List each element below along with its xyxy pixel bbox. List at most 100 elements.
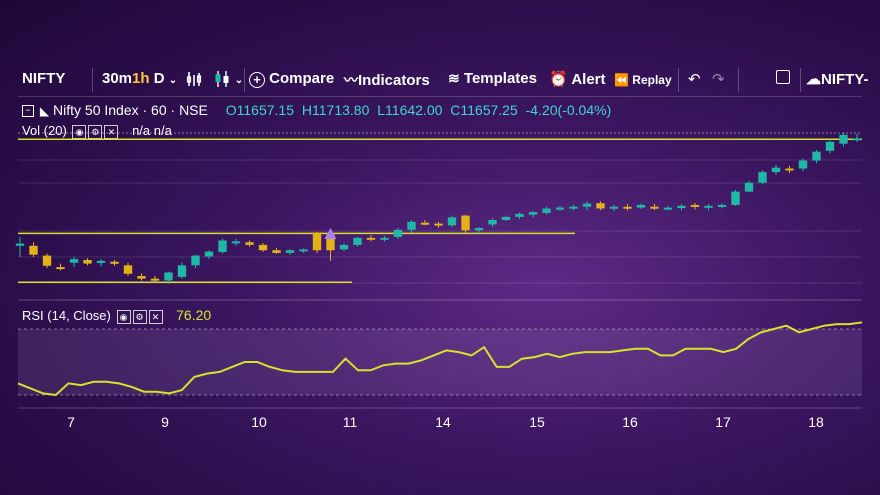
candle-body	[582, 203, 592, 207]
templates-button[interactable]: ≋ Templates	[448, 70, 537, 87]
candle-body	[69, 259, 79, 263]
candle-body	[569, 206, 578, 209]
compare-button[interactable]: + Compare	[249, 70, 334, 88]
divider	[738, 68, 739, 92]
candle-body	[461, 215, 470, 231]
symbol-button[interactable]: NIFTY	[22, 70, 66, 87]
volume-label: Vol (20)	[22, 123, 67, 138]
candle-body	[353, 237, 362, 245]
signal-marker	[324, 228, 337, 239]
candle-body	[299, 249, 308, 252]
candle-body	[609, 206, 619, 209]
toolbar-divider	[18, 96, 862, 97]
chevron-down-icon[interactable]: ⌄	[168, 75, 178, 86]
candle-body	[434, 223, 443, 226]
interval-d[interactable]: D	[153, 70, 165, 87]
candle-body	[150, 278, 160, 281]
replay-button[interactable]: ⏪ Replay	[614, 73, 672, 87]
replay-label: Replay	[632, 73, 672, 87]
x-axis-tick-label: 10	[251, 414, 267, 430]
close-icon[interactable]: ✕	[148, 309, 163, 324]
x-axis-tick-label: 7	[67, 414, 75, 430]
series-legend: − ◣ Nifty 50 Index · 60 · NSE O11657.15 …	[22, 102, 611, 118]
candle-body	[312, 232, 322, 251]
alert-button[interactable]: ⏰ Alert	[549, 70, 606, 88]
candle-body	[366, 237, 376, 240]
x-axis-tick-label: 15	[529, 414, 545, 430]
candle-body	[339, 244, 349, 250]
candle-body	[218, 240, 227, 253]
series-title: Nifty 50 Index · 60 · NSE	[53, 102, 208, 118]
gear-icon[interactable]: ⚙	[88, 124, 103, 139]
candle-body	[96, 260, 106, 263]
candle-body	[731, 191, 740, 205]
templates-icon: ≋	[448, 70, 460, 86]
interval-30m[interactable]: 30m	[102, 70, 133, 87]
rsi-value: 76.20	[176, 307, 212, 323]
candle-body	[812, 151, 821, 161]
bar-chart-icon[interactable]	[186, 70, 202, 88]
cloud-icon: ☁	[806, 71, 821, 88]
candle-body	[123, 265, 133, 274]
compare-label: Compare	[269, 70, 335, 87]
candle-body	[596, 203, 605, 209]
candle-body	[717, 204, 727, 207]
candle-body	[488, 220, 497, 225]
alert-label: Alert	[571, 71, 606, 88]
candle-body	[758, 172, 767, 183]
candle-body	[663, 207, 673, 210]
candle-body	[704, 205, 713, 208]
candle-body	[285, 250, 295, 253]
candle-body	[407, 221, 416, 230]
candle-body	[636, 204, 646, 208]
candle-body	[420, 222, 430, 225]
candle-body	[623, 206, 632, 209]
candle-body	[528, 212, 538, 215]
candle-body	[137, 276, 146, 279]
indicators-icon: 〰	[344, 72, 358, 88]
divider	[800, 68, 801, 92]
eye-icon[interactable]: ◉	[72, 124, 87, 139]
eye-icon[interactable]: ◉	[116, 309, 131, 324]
rsi-label: RSI (14, Close)	[22, 308, 111, 323]
bar-chart-icon-svg	[186, 72, 202, 87]
candle-type-icon[interactable]: ⌄	[214, 70, 243, 88]
rsi-band	[18, 329, 862, 395]
x-axis-tick-label: 9	[161, 414, 169, 430]
candle-body	[690, 204, 700, 207]
undo-icon[interactable]: ↶	[688, 71, 701, 88]
ohlc-high: H11713.80	[301, 102, 370, 118]
x-axis-tick-label: 11	[343, 414, 358, 430]
nse-logo-icon: ◣	[39, 104, 50, 118]
volume-legend: Vol (20) ◉ ⚙ ✕ n/a n/a	[22, 123, 172, 139]
candle-body	[447, 217, 457, 226]
interval-selector[interactable]: 30m1h D ⌄	[102, 70, 177, 87]
divider	[92, 68, 93, 92]
candle-body	[771, 167, 781, 173]
candle-body	[555, 207, 565, 210]
candle-icon-svg	[215, 71, 229, 88]
cloud-save-button[interactable]: ☁NIFTY-	[806, 70, 869, 88]
ohlc-change: -4.20(-0.04%)	[525, 102, 612, 118]
ohlc-low: L11642.00	[377, 102, 443, 118]
collapse-icon[interactable]: −	[22, 105, 34, 118]
candle-body	[542, 208, 551, 213]
gear-icon[interactable]: ⚙	[132, 309, 147, 324]
redo-icon[interactable]: ↷	[712, 71, 725, 88]
right-symbol-label: NIFTY-	[821, 71, 869, 88]
indicators-label: Indicators	[358, 72, 430, 89]
chevron-down-icon[interactable]: ⌄	[232, 75, 244, 86]
indicators-button[interactable]: 〰Indicators	[344, 70, 430, 90]
x-axis-tick-label: 16	[622, 414, 638, 430]
fullscreen-icon[interactable]	[776, 70, 790, 87]
candle-body	[515, 213, 524, 217]
candle-body	[56, 267, 65, 270]
candle-body	[258, 244, 268, 251]
ohlc-close: C11657.25	[450, 102, 518, 118]
close-icon[interactable]: ✕	[104, 124, 119, 139]
candle-body	[744, 182, 754, 192]
interval-1h[interactable]: 1h	[132, 70, 150, 87]
plus-circle-icon: +	[249, 72, 265, 88]
candle-body	[177, 265, 187, 277]
